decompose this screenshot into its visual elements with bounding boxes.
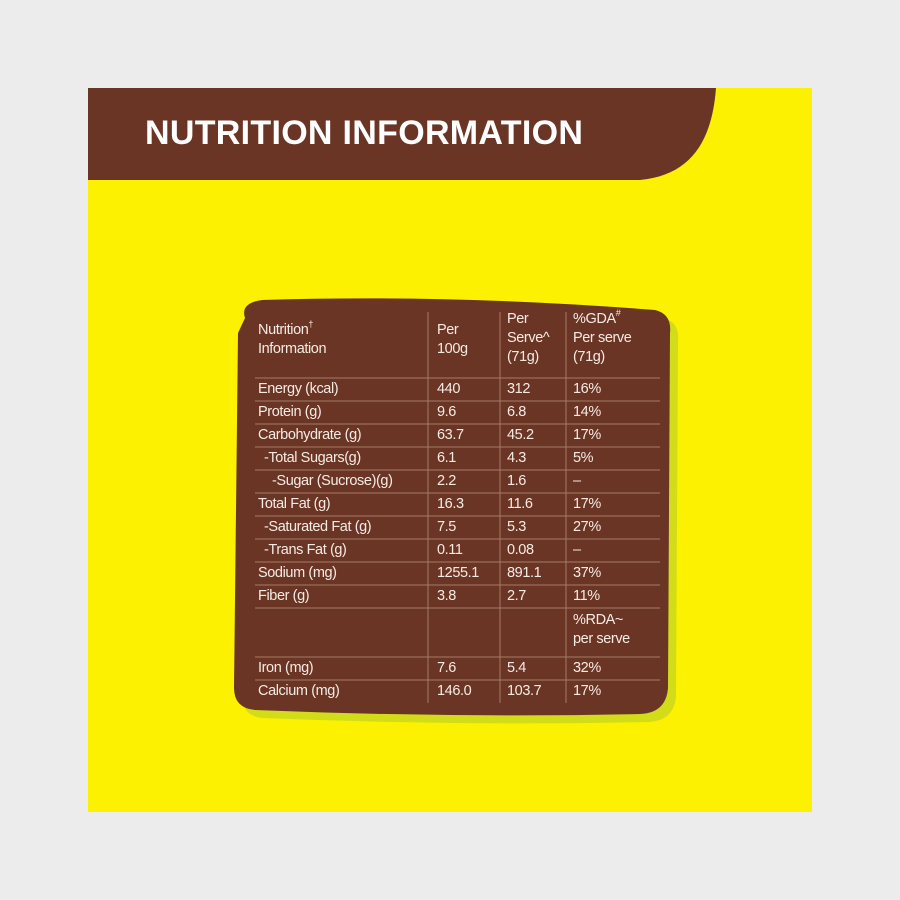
nutrient-value: 4.3 (507, 450, 526, 466)
nutrient-value: 1.6 (507, 473, 526, 489)
header-cell: per serve (573, 631, 630, 647)
header-cell: (71g) (507, 349, 539, 365)
nutrient-value: 891.1 (507, 565, 542, 581)
header-cell: Information (258, 341, 327, 357)
nutrient-value: 27% (573, 519, 601, 535)
header-cell: Per (437, 322, 459, 338)
nutrient-label: Protein (g) (258, 404, 322, 420)
nutrient-value: 16% (573, 381, 601, 397)
header-cell: Serve^ (507, 330, 550, 346)
nutrient-label: -Total Sugars(g) (264, 450, 361, 466)
header-cell: Nutrition† (258, 319, 314, 339)
nutrient-value: 7.6 (437, 660, 456, 676)
superscript: # (615, 308, 621, 318)
nutrient-value: 11% (573, 588, 600, 604)
nutrient-value: 63.7 (437, 427, 464, 443)
nutrient-value: 6.8 (507, 404, 526, 420)
header-cell: Per serve (573, 330, 632, 346)
nutrient-value: 5.4 (507, 660, 526, 676)
nutrient-label: Calcium (mg) (258, 683, 340, 699)
header-cell: %GDA# (573, 308, 621, 328)
nutrient-value: 7.5 (437, 519, 456, 535)
nutrient-value: 14% (573, 404, 601, 420)
nutrient-value: 2.7 (507, 588, 526, 604)
nutrient-value: 45.2 (507, 427, 534, 443)
nutrient-label: -Sugar (Sucrose)(g) (272, 473, 393, 489)
nutrient-value: 0.11 (437, 542, 463, 558)
nutrient-value: 11.6 (507, 496, 533, 512)
nutrient-value: 3.8 (437, 588, 456, 604)
nutrient-value: 17% (573, 496, 601, 512)
nutrient-value: 440 (437, 381, 460, 397)
nutrient-value: 146.0 (437, 683, 472, 699)
header-cell: 100g (437, 341, 468, 357)
nutrient-label: -Saturated Fat (g) (264, 519, 372, 535)
nutrient-value: – (573, 473, 581, 489)
header-cell: Per (507, 311, 529, 327)
superscript: † (308, 319, 314, 329)
nutrient-value: 9.6 (437, 404, 456, 420)
nutrient-value: 0.08 (507, 542, 534, 558)
header-cell: (71g) (573, 349, 605, 365)
title-banner (88, 88, 716, 180)
nutrient-label: Carbohydrate (g) (258, 427, 362, 443)
nutrient-label: -Trans Fat (g) (264, 542, 347, 558)
nutrient-label: Energy (kcal) (258, 381, 339, 397)
nutrient-label: Sodium (mg) (258, 565, 337, 581)
title: NUTRITION INFORMATION (145, 114, 584, 152)
table-background (234, 298, 671, 716)
nutrient-value: 5.3 (507, 519, 526, 535)
nutrient-value: 1255.1 (437, 565, 479, 581)
nutrient-value: 37% (573, 565, 601, 581)
nutrient-value: 5% (573, 450, 594, 466)
nutrient-value: – (573, 542, 581, 558)
nutrient-value: 103.7 (507, 683, 542, 699)
nutrient-label: Iron (mg) (258, 660, 314, 676)
nutrient-value: 17% (573, 683, 601, 699)
nutrient-value: 16.3 (437, 496, 464, 512)
nutrient-value: 6.1 (437, 450, 456, 466)
nutrient-label: Fiber (g) (258, 588, 310, 604)
nutrient-label: Total Fat (g) (258, 496, 331, 512)
nutrient-value: 17% (573, 427, 601, 443)
nutrient-value: 312 (507, 381, 530, 397)
nutrient-value: 2.2 (437, 473, 456, 489)
header-cell: %RDA~ (573, 612, 623, 628)
nutrient-value: 32% (573, 660, 601, 676)
